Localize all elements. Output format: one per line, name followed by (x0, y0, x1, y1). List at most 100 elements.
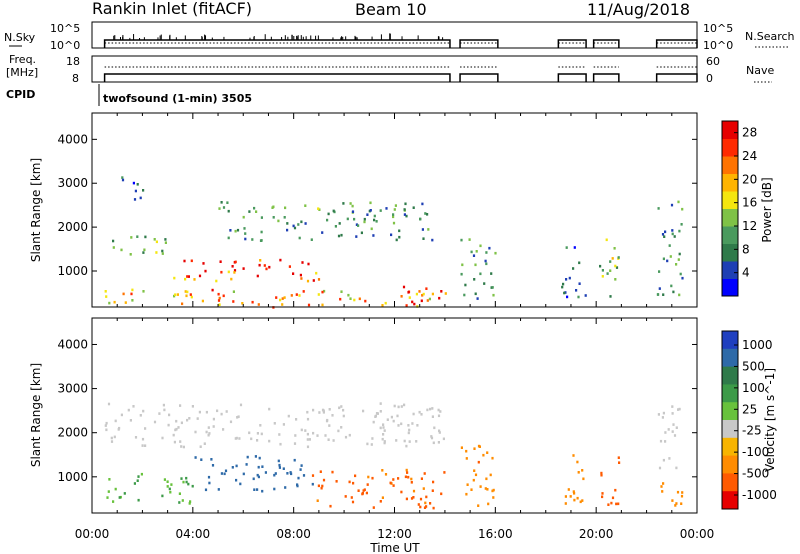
cell (201, 299, 204, 303)
cell (178, 492, 181, 495)
beam-label: Beam 10 (355, 0, 427, 19)
cell (256, 473, 259, 477)
cell (185, 294, 188, 298)
cell (186, 418, 189, 422)
cell (658, 270, 661, 273)
cell (564, 291, 567, 294)
velocity-ylabel: Slant Range [km] (29, 363, 43, 467)
noise-axis-right-bottom: 10^0 (703, 39, 733, 52)
cell (607, 503, 610, 506)
cell (398, 229, 401, 233)
cell (232, 300, 235, 303)
cell (671, 430, 674, 433)
cell (320, 486, 323, 490)
cell (281, 297, 284, 300)
cell (433, 426, 436, 430)
cell (234, 437, 237, 440)
cell (220, 412, 223, 416)
cell (677, 258, 680, 261)
cell (670, 284, 673, 288)
cell (419, 217, 422, 221)
cell (437, 414, 441, 418)
cell (565, 246, 568, 249)
cell (176, 293, 179, 296)
cell (661, 490, 664, 493)
cell (215, 279, 218, 283)
cell (143, 248, 146, 252)
cell (403, 208, 406, 211)
cell (437, 441, 440, 444)
cell (344, 495, 347, 498)
noise-trace (103, 33, 698, 48)
cell (671, 499, 674, 502)
colorbar-swatch (722, 156, 738, 174)
velocity-yticks: 1000 2000 3000 4000 (57, 337, 697, 484)
cell (231, 466, 234, 469)
cell (407, 424, 410, 427)
cell (339, 297, 342, 301)
cell (122, 292, 125, 296)
cell (108, 478, 111, 481)
cell (413, 302, 416, 306)
cell (220, 472, 223, 475)
cell (307, 303, 311, 307)
cell (331, 414, 334, 417)
cell (298, 236, 301, 240)
cell (494, 251, 497, 255)
cell (569, 495, 572, 498)
cell (278, 463, 281, 467)
cell (107, 402, 111, 406)
power-yticks: 1000 2000 3000 4000 (57, 132, 697, 278)
power-colorbar-frame (721, 120, 739, 297)
cell (259, 424, 262, 427)
cell (364, 299, 367, 303)
velocity-xticks (91, 318, 698, 513)
cell (284, 206, 287, 210)
cell (392, 213, 395, 216)
cell (662, 458, 665, 462)
cell (187, 275, 190, 278)
time-tick-label: 12:00 (377, 527, 412, 541)
cell (432, 480, 435, 484)
cell (155, 240, 158, 244)
cell (131, 288, 134, 292)
cell (231, 265, 234, 268)
cell (437, 408, 440, 412)
cell (306, 432, 309, 436)
cell (123, 492, 126, 495)
cell (662, 411, 665, 415)
cell (382, 423, 385, 426)
cell (181, 499, 184, 502)
cell (412, 496, 415, 499)
cell (189, 500, 192, 503)
cell (405, 468, 408, 472)
cell (681, 207, 684, 211)
cell (386, 418, 389, 421)
colorbar-tick-label: 24 (742, 149, 757, 163)
cell (322, 411, 325, 414)
cell (311, 482, 314, 486)
cell (279, 258, 282, 262)
cell (366, 442, 369, 446)
cell (161, 494, 164, 498)
cell (175, 427, 178, 431)
cell (338, 222, 341, 225)
cell (360, 231, 363, 235)
cell (136, 479, 139, 482)
colorbar-tick-label: 12 (742, 219, 757, 233)
noise-segment (459, 39, 499, 48)
power-ylabel: Slant Range [km] (29, 158, 43, 262)
freq-axis-right-top: 60 (706, 55, 720, 68)
cell (212, 417, 215, 421)
cell (322, 409, 325, 413)
cell (443, 471, 446, 474)
colorbar-tick-label: 500 (742, 359, 765, 373)
cell (415, 440, 418, 443)
cell (104, 290, 107, 293)
cell (260, 432, 263, 436)
cell (279, 442, 282, 446)
cell (187, 482, 190, 486)
cell (331, 470, 334, 474)
cell (431, 292, 434, 296)
cell (489, 473, 492, 477)
